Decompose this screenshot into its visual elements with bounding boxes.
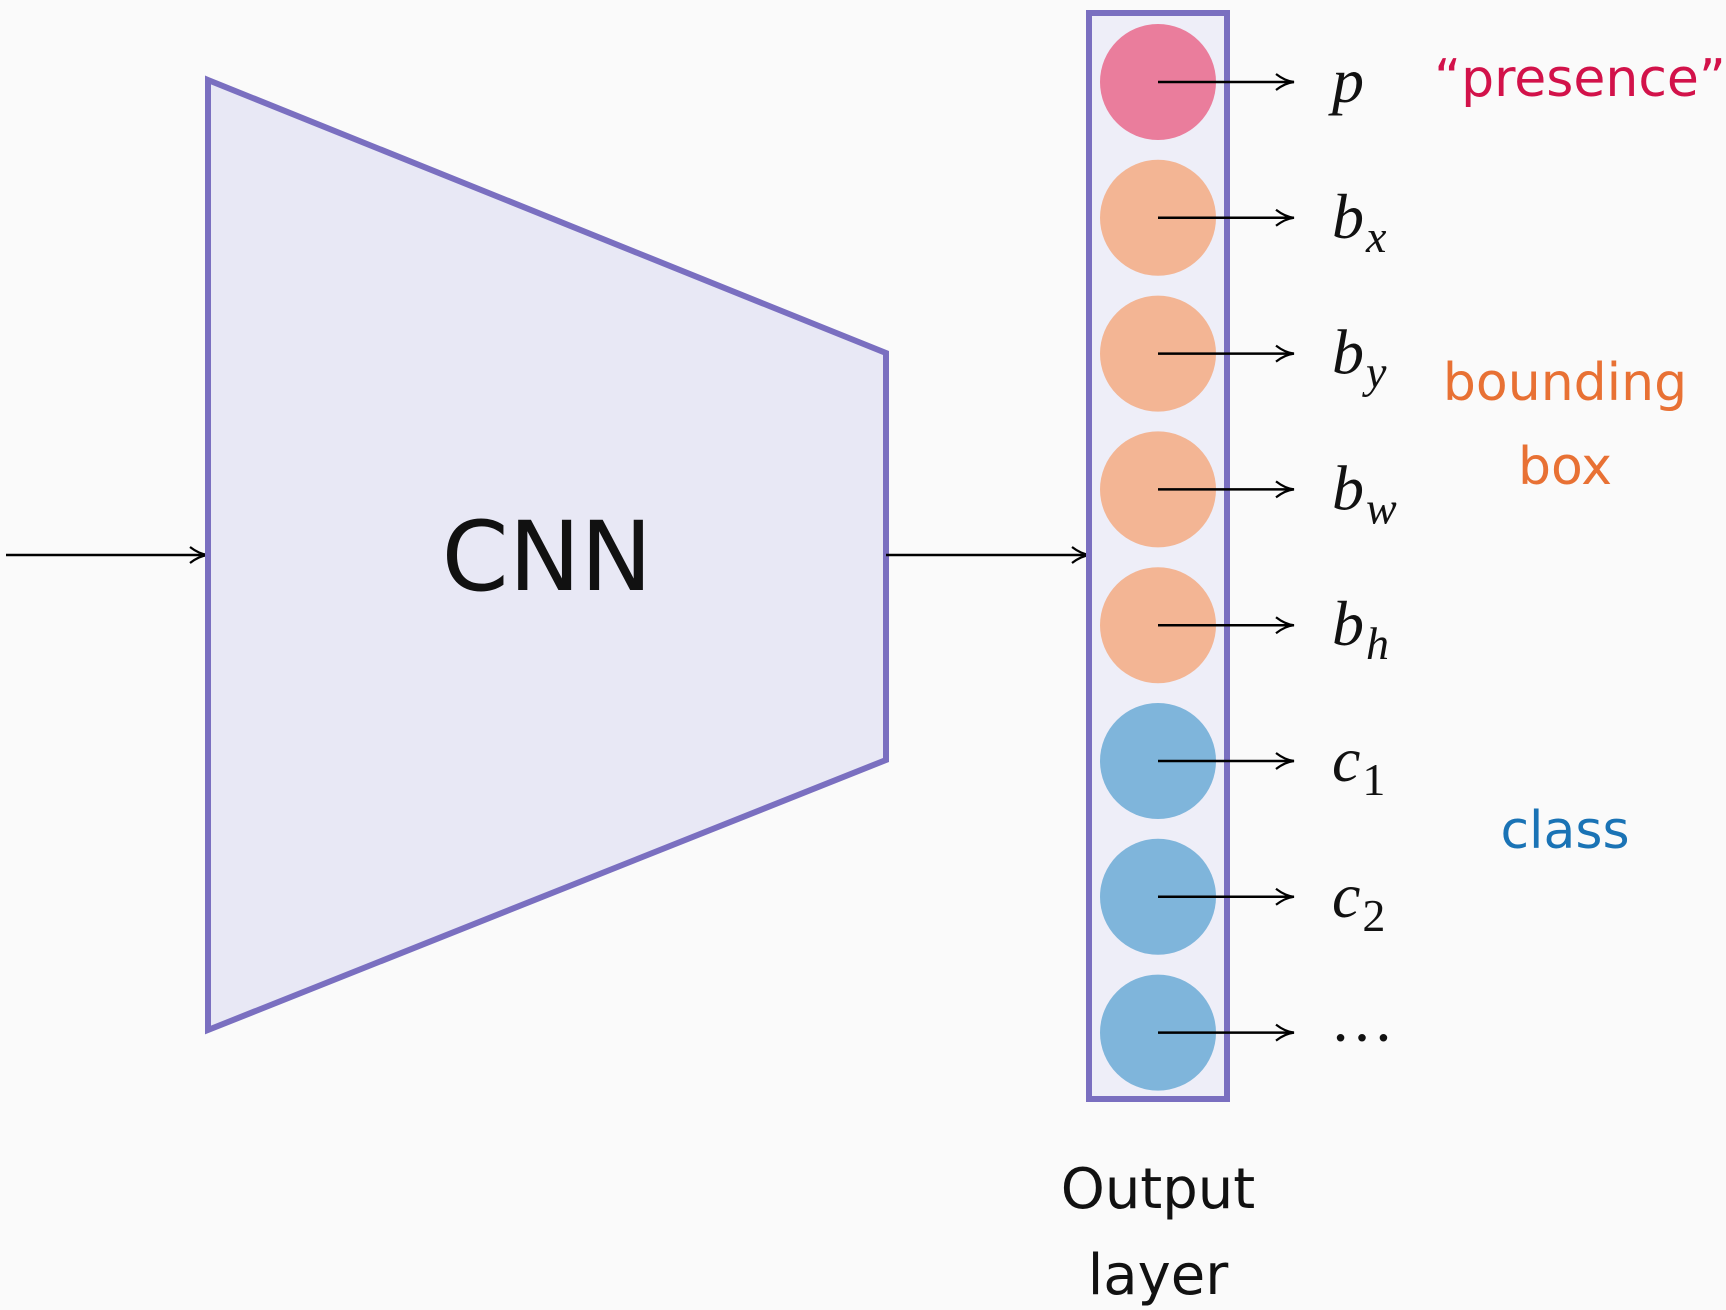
output-variable-label: bw bbox=[1332, 452, 1397, 533]
output-layer-label-line1: Output bbox=[1061, 1157, 1256, 1222]
output-variable-label: by bbox=[1332, 317, 1387, 398]
output-variable-label: c1 bbox=[1332, 724, 1385, 805]
output-variable-label: c2 bbox=[1332, 860, 1385, 941]
output-layer-label-line2: layer bbox=[1088, 1243, 1229, 1308]
output-variable-label: p bbox=[1328, 45, 1364, 116]
output-variable-label: bh bbox=[1332, 588, 1389, 669]
bounding-box-label-line1: bounding bbox=[1443, 353, 1687, 413]
presence-label: “presence” bbox=[1434, 49, 1726, 109]
output-variable-label: … bbox=[1330, 984, 1394, 1055]
cnn-label: CNN bbox=[442, 501, 653, 613]
cnn-block bbox=[205, 75, 889, 1035]
output-variable-label: bx bbox=[1332, 181, 1387, 262]
bounding-box-label-line2: box bbox=[1518, 437, 1612, 497]
output-nodes: p bx by bw bh c1 c2 … bbox=[1100, 24, 1397, 1091]
class-label: class bbox=[1500, 801, 1629, 861]
